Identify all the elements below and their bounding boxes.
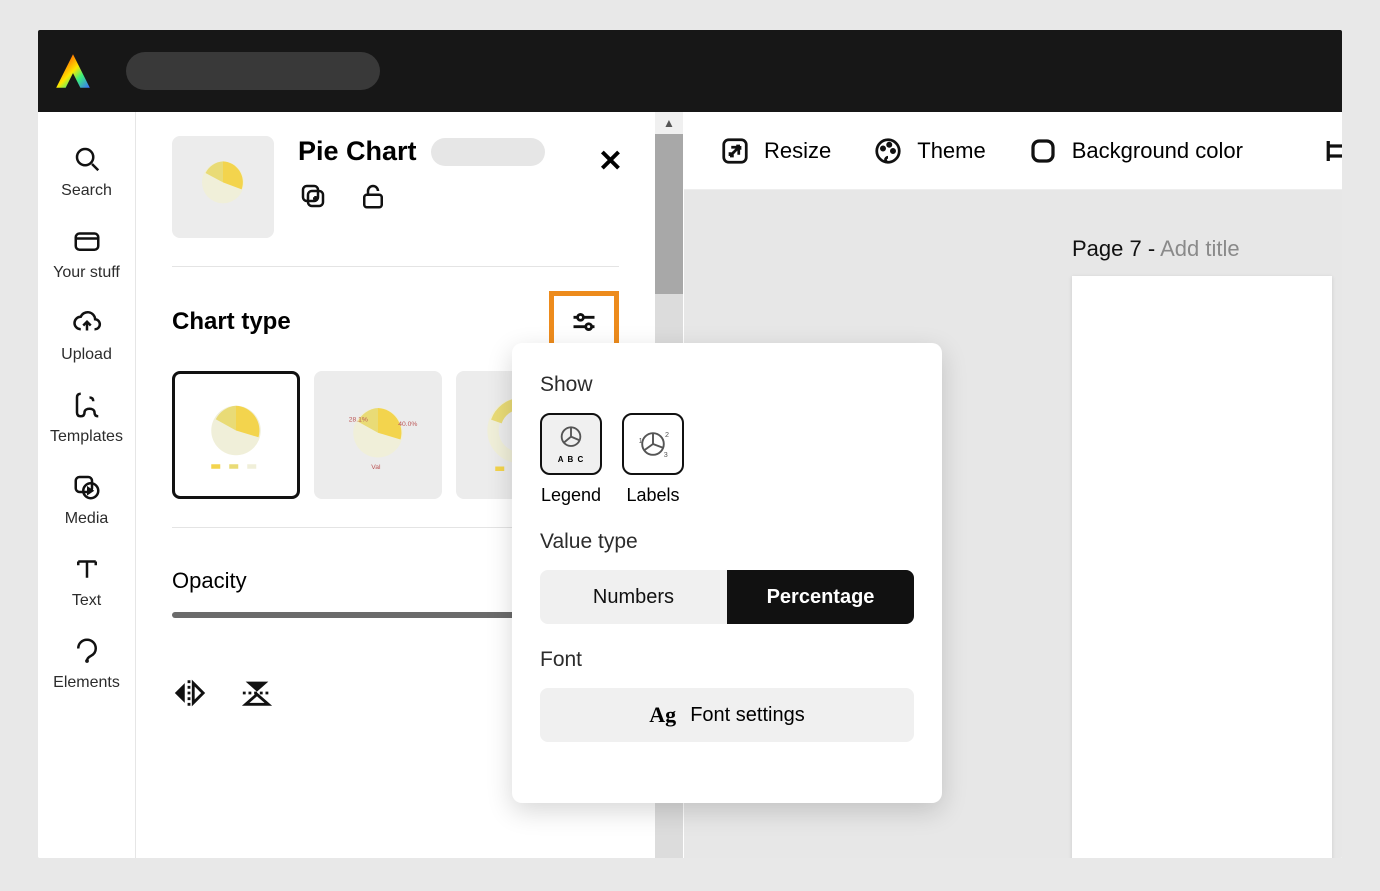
rail-label: Search	[61, 182, 112, 200]
tool-label: Theme	[917, 138, 985, 164]
show-option-label: Labels	[626, 485, 679, 506]
popover-section-font: Font	[540, 648, 914, 672]
scroll-up-icon[interactable]: ▲	[655, 112, 683, 134]
svg-text:2: 2	[665, 430, 669, 439]
page-title-placeholder[interactable]: Add title	[1160, 236, 1240, 261]
rail-item-search[interactable]: Search	[42, 132, 132, 214]
canvas-toolbar: Resize Theme Background color	[684, 112, 1342, 190]
section-title-chart-type: Chart type	[172, 308, 291, 336]
svg-text:Val: Val	[371, 464, 381, 471]
close-icon[interactable]: ✕	[598, 144, 623, 179]
topbar-search-placeholder[interactable]	[126, 52, 380, 90]
font-settings-button[interactable]: Ag Font settings	[540, 688, 914, 742]
font-settings-label: Font settings	[690, 704, 805, 727]
show-option-legend[interactable]: A B C Legend	[540, 413, 602, 506]
rail-item-your-stuff[interactable]: Your stuff	[42, 214, 132, 296]
scroll-thumb[interactable]	[655, 134, 683, 294]
flip-horizontal-icon[interactable]	[172, 678, 206, 713]
tool-label: Resize	[764, 138, 831, 164]
flip-vertical-icon[interactable]	[240, 678, 274, 713]
chart-type-option-2[interactable]: 28.1% 40.0% Val	[314, 371, 442, 499]
rail-label: Media	[65, 510, 109, 528]
legend-sub-label: A B C	[558, 455, 584, 464]
page-number: Page 7 -	[1072, 236, 1160, 261]
tool-label: Background color	[1072, 138, 1243, 164]
rail-label: Your stuff	[53, 264, 120, 282]
duplicate-icon[interactable]	[298, 181, 328, 216]
rail-label: Elements	[53, 674, 120, 692]
font-glyph-icon: Ag	[649, 702, 676, 728]
page-label[interactable]: Page 7 - Add title	[1072, 236, 1240, 262]
rail-label: Templates	[50, 428, 123, 446]
app-logo-icon	[52, 50, 94, 92]
chart-type-option-1[interactable]	[172, 371, 300, 499]
value-type-segment: Numbers Percentage	[540, 570, 914, 624]
tool-resize[interactable]: Resize	[720, 136, 831, 166]
divider	[172, 266, 619, 267]
panel-header: Pie Chart ✕	[172, 136, 619, 238]
rail-label: Upload	[61, 346, 112, 364]
tool-theme[interactable]: Theme	[873, 136, 985, 166]
svg-text:1: 1	[639, 436, 643, 445]
panel-thumbnail	[172, 136, 274, 238]
panel-title: Pie Chart	[298, 136, 417, 167]
panel-title-placeholder	[431, 138, 545, 166]
canvas-page[interactable]	[1072, 276, 1332, 858]
svg-text:28.1%: 28.1%	[349, 417, 368, 424]
left-rail: Search Your stuff Upload Templates Media…	[38, 112, 136, 858]
svg-text:40.0%: 40.0%	[398, 421, 417, 428]
rail-item-text[interactable]: Text	[42, 542, 132, 624]
topbar	[38, 30, 1342, 112]
show-option-labels[interactable]: 1 2 3 Labels	[622, 413, 684, 506]
svg-text:3: 3	[664, 450, 668, 459]
popover-section-show: Show	[540, 373, 914, 397]
lock-icon[interactable]	[358, 181, 388, 216]
tool-align[interactable]	[1322, 136, 1342, 166]
popover-section-value-type: Value type	[540, 530, 914, 554]
rail-label: Text	[72, 592, 101, 610]
value-type-numbers[interactable]: Numbers	[540, 570, 727, 624]
chart-settings-popover: Show A B C Legend 123 Labels Value type …	[512, 343, 942, 803]
rail-item-templates[interactable]: Templates	[42, 378, 132, 460]
rail-item-media[interactable]: Media	[42, 460, 132, 542]
rail-item-upload[interactable]: Upload	[42, 296, 132, 378]
show-option-label: Legend	[541, 485, 601, 506]
tool-background-color[interactable]: Background color	[1028, 136, 1243, 166]
value-type-percentage[interactable]: Percentage	[727, 570, 914, 624]
rail-item-elements[interactable]: Elements	[42, 624, 132, 706]
